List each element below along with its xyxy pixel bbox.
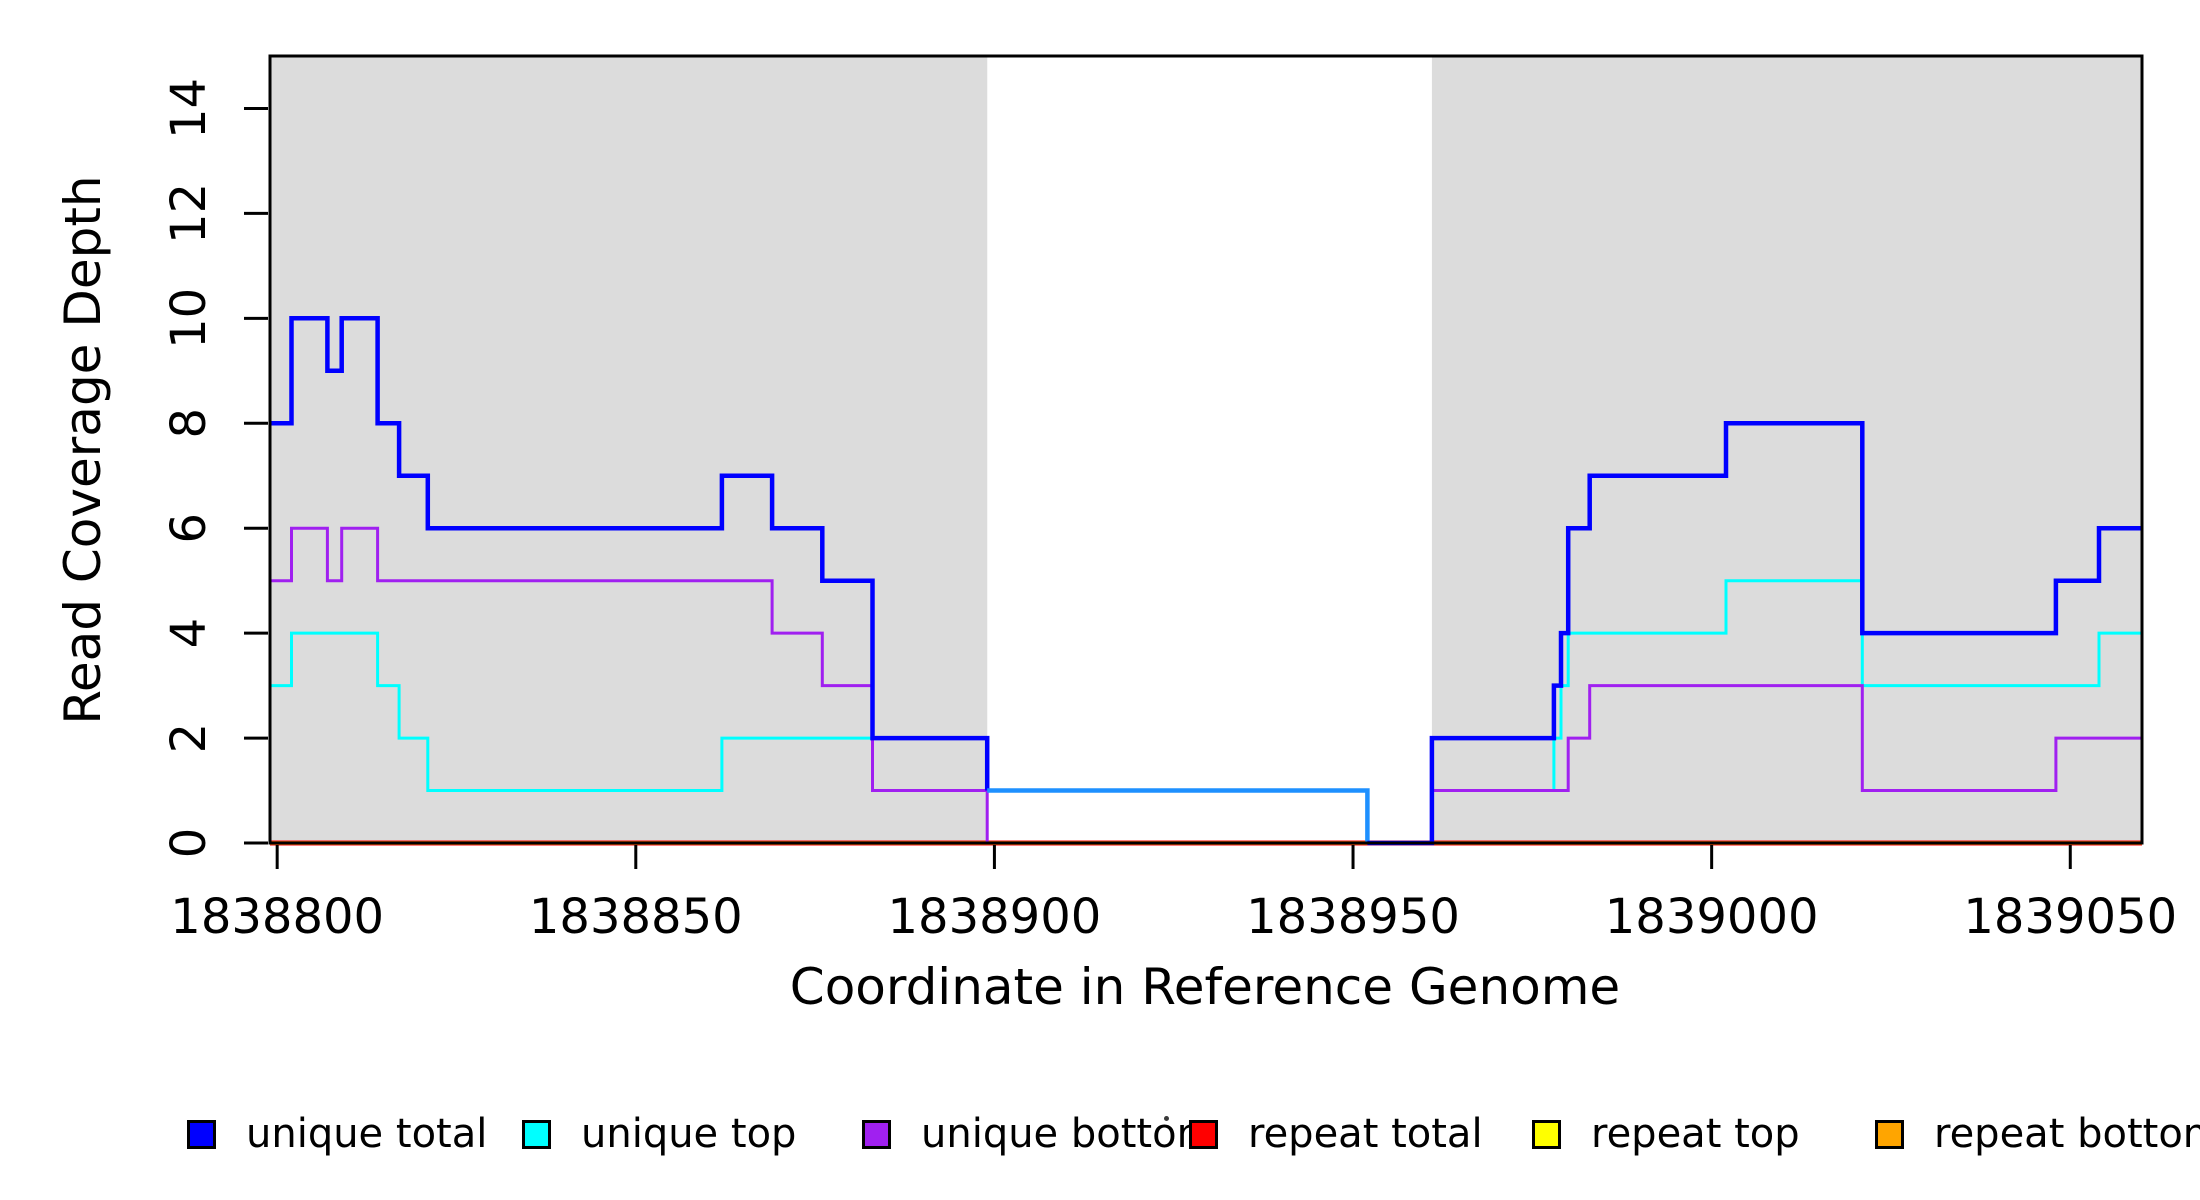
legend-item-unique-total: unique total — [187, 1108, 487, 1160]
legend-label: repeat bottom — [1934, 1111, 2200, 1157]
legend-label: repeat total — [1248, 1111, 1483, 1157]
legend-swatch-repeat-bottom — [1875, 1119, 1904, 1149]
y-tick-label: 10 — [161, 288, 217, 349]
y-tick-label: 12 — [161, 183, 217, 244]
x-tick-label: 1839000 — [1605, 889, 1819, 945]
legend-label: unique bottom — [921, 1111, 1216, 1157]
x-tick-label: 1838900 — [888, 889, 1102, 945]
y-tick-label: 8 — [161, 408, 217, 439]
stray-mark — [1164, 1116, 1169, 1121]
y-tick-label: 2 — [161, 723, 217, 754]
legend-swatch-unique-bottom — [862, 1119, 891, 1149]
legend-item-unique-top: unique top — [522, 1108, 796, 1160]
legend-label: unique top — [581, 1111, 797, 1157]
legend: unique total unique top unique bottom repea… — [0, 1108, 2200, 1168]
legend-item-repeat-top: repeat top — [1532, 1108, 1800, 1160]
x-axis-title: Coordinate in Reference Genome — [789, 958, 1621, 1016]
y-tick-label: 14 — [161, 78, 217, 139]
legend-swatch-repeat-total — [1189, 1119, 1218, 1149]
series-line-unique-total-seg2 — [1367, 421, 2142, 846]
x-tick-label: 1838850 — [529, 889, 743, 945]
series-line-unique-total-seg1 — [270, 316, 990, 791]
y-tick-label: 6 — [161, 513, 217, 544]
legend-swatch-unique-top — [522, 1119, 551, 1149]
y-tick-label: 0 — [161, 828, 217, 859]
legend-item-repeat-total: repeat total — [1189, 1108, 1483, 1160]
legend-swatch-unique-total — [187, 1119, 216, 1149]
plot-border — [268, 54, 2144, 845]
shaded-region-1 — [270, 56, 988, 843]
legend-label: unique total — [246, 1111, 488, 1157]
series-line-unique-total-blend — [987, 788, 1370, 843]
legend-swatch-repeat-top — [1532, 1119, 1561, 1149]
legend-item-repeat-bottom: repeat bottom — [1875, 1108, 2200, 1160]
shaded-region-2 — [1431, 56, 2142, 843]
y-tick-label: 4 — [161, 618, 217, 649]
x-tick-label: 1838800 — [170, 889, 384, 945]
x-tick-label: 1838950 — [1246, 889, 1460, 945]
x-tick-label: 1839050 — [1963, 889, 2177, 945]
x-axis-title-wrap: Coordinate in Reference Genome — [0, 958, 2200, 1016]
legend-item-unique-bottom: unique bottom — [862, 1108, 1216, 1160]
y-axis-title: Read Coverage Depth — [54, 175, 112, 725]
legend-label: repeat top — [1591, 1111, 1800, 1157]
